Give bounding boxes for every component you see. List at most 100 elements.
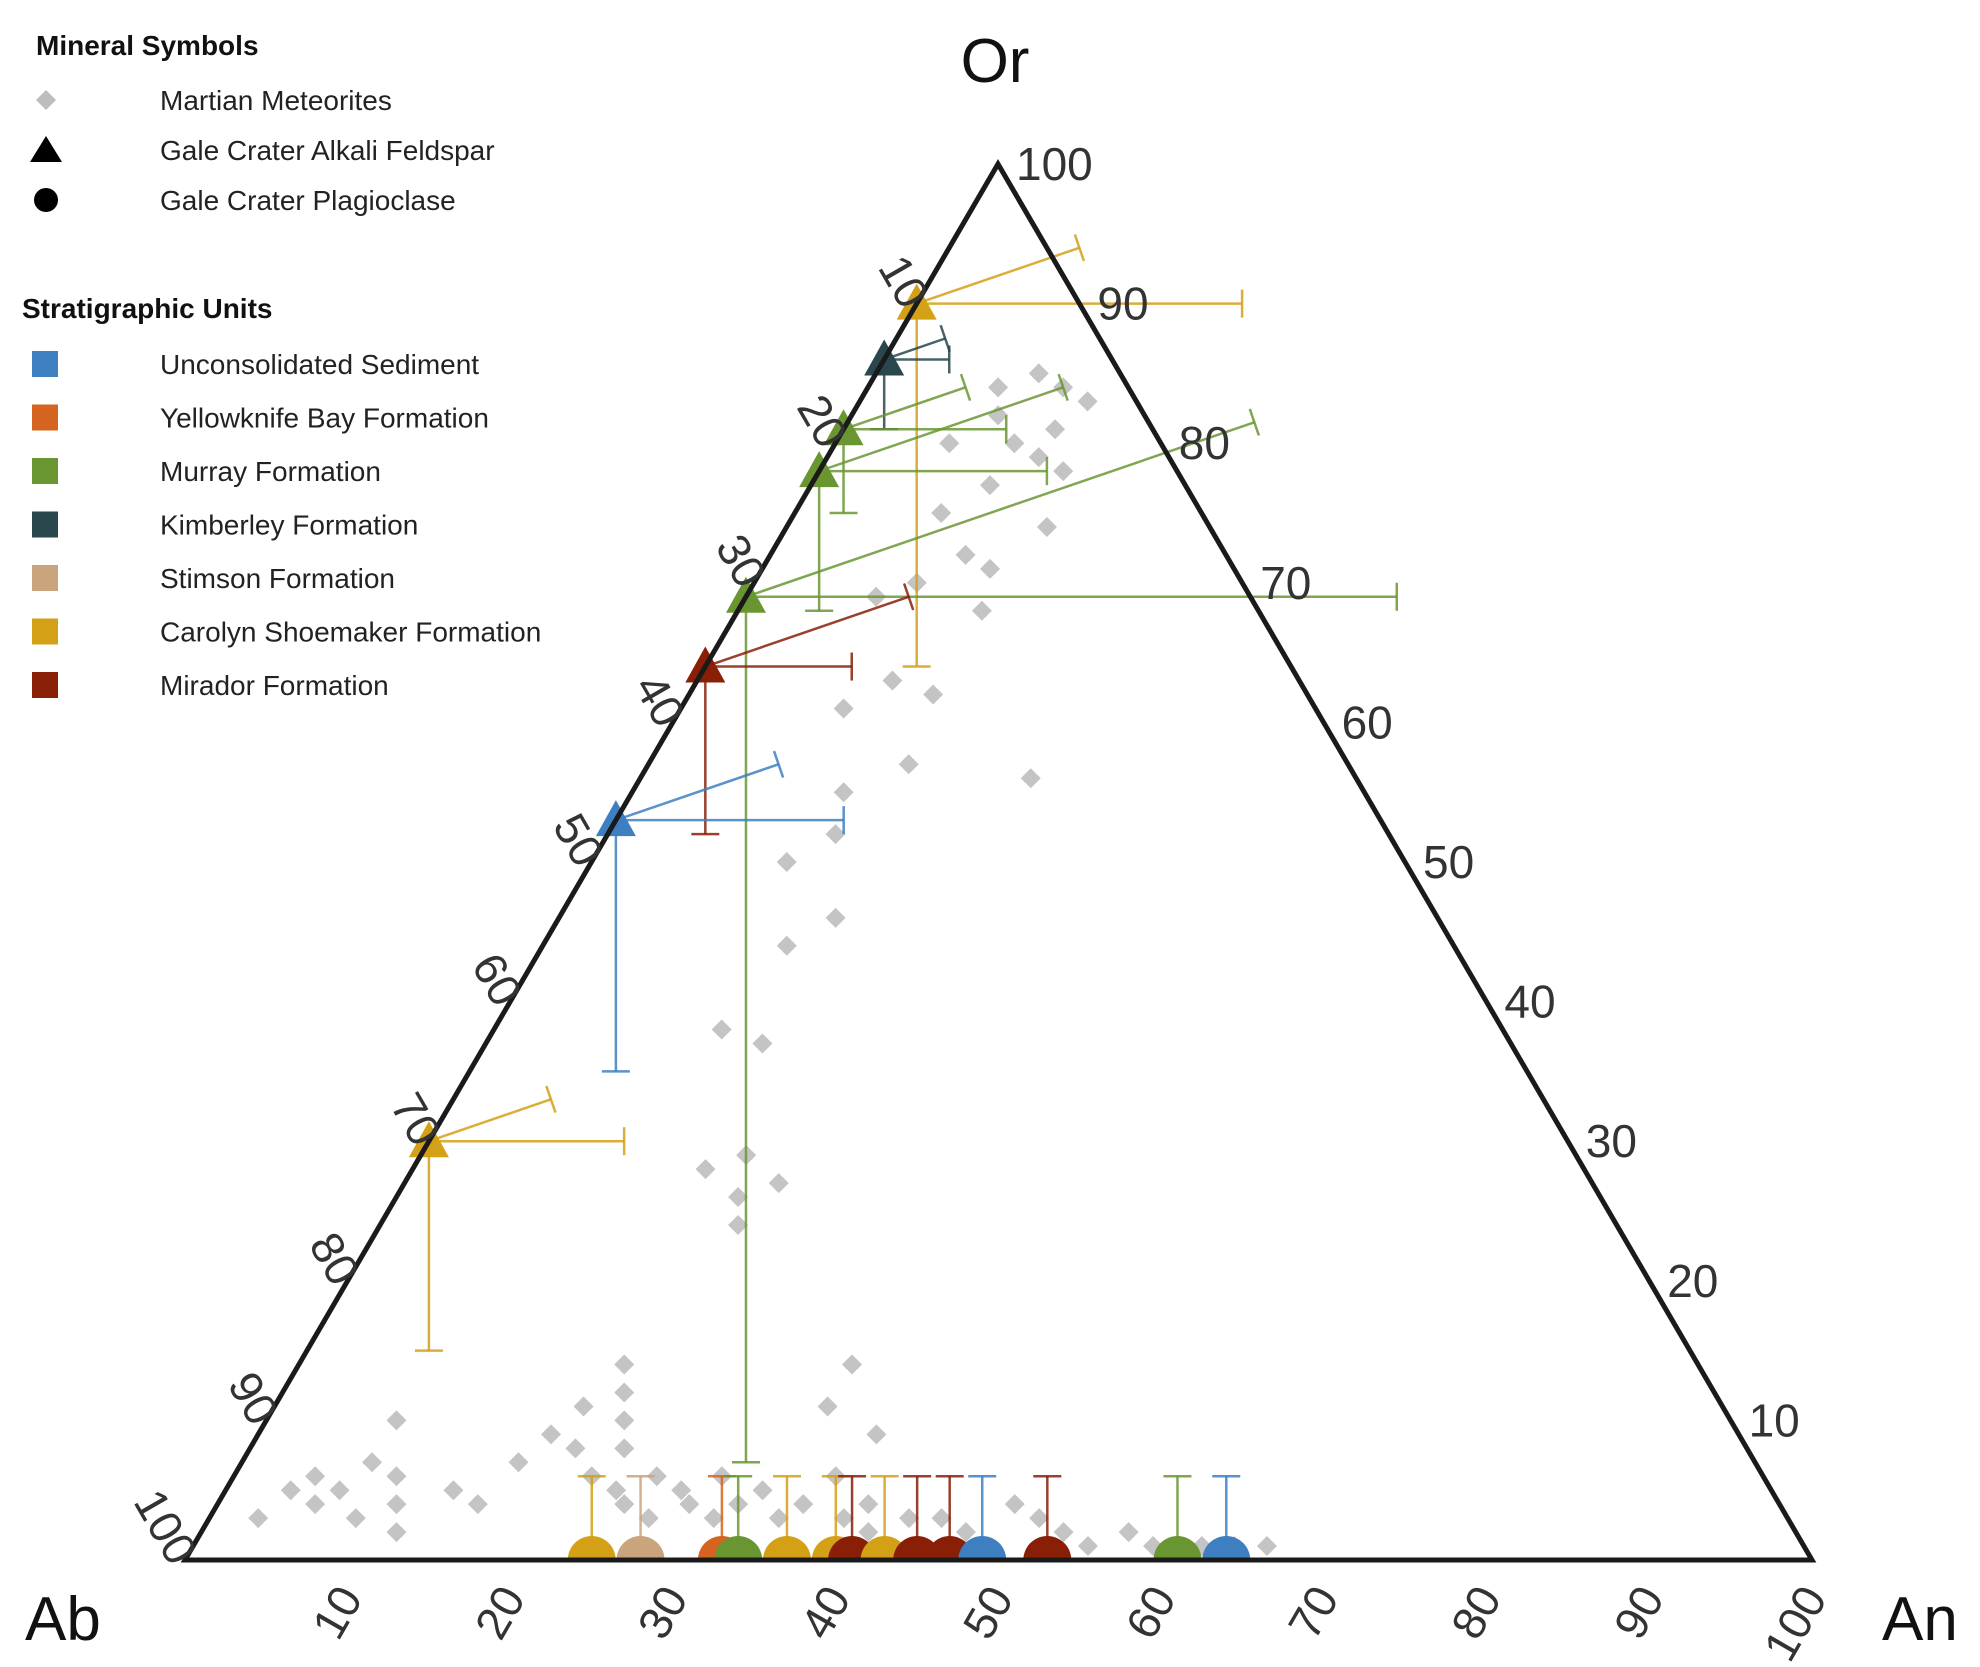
tick-label-bottom: 60 bbox=[1115, 1577, 1186, 1647]
meteorite-point bbox=[573, 1396, 594, 1417]
meteorite-point bbox=[671, 1480, 692, 1501]
meteorite-point bbox=[541, 1424, 562, 1445]
tick-label-left: 60 bbox=[462, 944, 533, 1014]
meteorite-point bbox=[817, 1396, 838, 1417]
corner-label-or: Or bbox=[961, 27, 1030, 96]
meteorite-point bbox=[1053, 461, 1074, 482]
meteorite-point bbox=[728, 1187, 749, 1208]
meteorite-point bbox=[768, 1508, 789, 1529]
error-bar-cap bbox=[1057, 373, 1069, 402]
meteorite-point bbox=[703, 1508, 724, 1529]
meteorite-points bbox=[248, 363, 1277, 1557]
meteorite-point bbox=[939, 433, 960, 454]
meteorite-point bbox=[1029, 1508, 1050, 1529]
corner-label-an: An bbox=[1882, 1585, 1958, 1654]
meteorite-point bbox=[614, 1382, 635, 1403]
plagioclase-point bbox=[1202, 1536, 1251, 1560]
legend-mineral-label: Gale Crater Plagioclase bbox=[160, 185, 456, 216]
meteorite-point bbox=[614, 1354, 635, 1375]
tick-label-right: 50 bbox=[1423, 836, 1474, 888]
meteorite-point bbox=[1004, 1494, 1025, 1515]
meteorite-point bbox=[508, 1452, 529, 1473]
meteorite-point bbox=[931, 1508, 952, 1529]
meteorite-point bbox=[280, 1480, 301, 1501]
tick-label-bottom: 90 bbox=[1603, 1577, 1674, 1647]
meteorite-point bbox=[776, 935, 797, 956]
meteorite-point bbox=[923, 684, 944, 705]
legend-mineral-label: Gale Crater Alkali Feldspar bbox=[160, 135, 495, 166]
legend-swatch-ykb bbox=[32, 404, 58, 431]
meteorite-point bbox=[980, 558, 1001, 579]
error-bar bbox=[615, 763, 779, 822]
tick-label-bottom: 100 bbox=[1753, 1577, 1836, 1667]
legend: Mineral Symbols Martian Meteorites Gale C… bbox=[22, 30, 541, 701]
meteorite-point bbox=[882, 670, 903, 691]
meteorite-point bbox=[728, 1214, 749, 1235]
tick-label-bottom: 30 bbox=[627, 1577, 698, 1647]
meteorite-point bbox=[1028, 363, 1049, 384]
legend-unit-label: Kimberley Formation bbox=[160, 510, 418, 541]
error-bar bbox=[916, 246, 1080, 305]
meteorite-point bbox=[833, 1508, 854, 1529]
error-bar-cap bbox=[545, 1085, 557, 1113]
error-bar bbox=[745, 421, 1255, 598]
legend-unit-label: Murray Formation bbox=[160, 456, 381, 487]
tick-label-bottom: 20 bbox=[464, 1577, 535, 1647]
meteorite-point bbox=[614, 1410, 635, 1431]
meteorite-point bbox=[988, 377, 1009, 398]
meteorite-point bbox=[1077, 1536, 1098, 1557]
meteorite-point bbox=[386, 1466, 407, 1487]
legend-diamond-icon bbox=[36, 90, 56, 110]
legend-swatch-uns bbox=[32, 351, 58, 377]
legend-minerals: Martian Meteorites Gale Crater Alkali Fel… bbox=[30, 85, 495, 216]
meteorite-point bbox=[305, 1466, 326, 1487]
plagioclase-point bbox=[714, 1536, 763, 1560]
meteorite-point bbox=[638, 1508, 659, 1529]
meteorite-point bbox=[979, 475, 1000, 496]
error-bars bbox=[414, 234, 1399, 1464]
error-bar bbox=[883, 337, 946, 361]
legend-swatch-sti bbox=[32, 565, 58, 591]
error-bar bbox=[843, 386, 966, 431]
tick-label-right: 80 bbox=[1179, 417, 1230, 469]
meteorite-point bbox=[329, 1480, 350, 1501]
legend-mineral-label: Martian Meteorites bbox=[160, 85, 392, 116]
tick-label-bottom: 70 bbox=[1278, 1577, 1349, 1647]
tick-label-left: 40 bbox=[625, 665, 696, 735]
tick-label-right: 70 bbox=[1260, 557, 1311, 609]
meteorite-point bbox=[752, 1480, 773, 1501]
tick-label-right: 60 bbox=[1342, 696, 1393, 748]
error-bar bbox=[428, 1098, 552, 1143]
legend-swatch-mir bbox=[32, 672, 58, 698]
meteorite-point bbox=[858, 1522, 879, 1543]
legend-triangle-icon bbox=[30, 136, 62, 162]
meteorite-point bbox=[1256, 1536, 1277, 1557]
meteorite-point bbox=[971, 600, 992, 621]
error-bar-cap bbox=[939, 324, 951, 353]
meteorite-point bbox=[386, 1410, 407, 1431]
meteorite-point bbox=[565, 1438, 586, 1459]
legend-unit-label: Stimson Formation bbox=[160, 563, 395, 594]
meteorite-point bbox=[752, 1033, 773, 1054]
tick-label-left: 30 bbox=[706, 525, 777, 595]
plagioclase-points bbox=[567, 1474, 1251, 1560]
tick-label-left: 80 bbox=[299, 1223, 370, 1293]
legend-swatch-kim bbox=[32, 511, 58, 538]
meteorite-point bbox=[614, 1438, 635, 1459]
meteorite-point bbox=[248, 1508, 269, 1529]
meteorite-point bbox=[305, 1494, 326, 1515]
error-bar bbox=[704, 595, 910, 668]
meteorite-point bbox=[386, 1522, 407, 1543]
tick-label-bottom: 80 bbox=[1441, 1577, 1512, 1647]
plagioclase-point bbox=[958, 1536, 1007, 1560]
legend-units: Unconsolidated Sediment Yellowknife Bay F… bbox=[32, 349, 541, 701]
error-bar bbox=[818, 386, 1064, 473]
meteorite-point bbox=[833, 782, 854, 803]
legend-unit-label: Carolyn Shoemaker Formation bbox=[160, 617, 541, 648]
meteorite-point bbox=[825, 824, 846, 845]
plagioclase-point bbox=[1023, 1536, 1072, 1560]
meteorite-point bbox=[793, 1494, 814, 1515]
meteorite-point bbox=[898, 754, 919, 775]
tick-label-right: 20 bbox=[1667, 1255, 1718, 1307]
meteorite-point bbox=[386, 1494, 407, 1515]
